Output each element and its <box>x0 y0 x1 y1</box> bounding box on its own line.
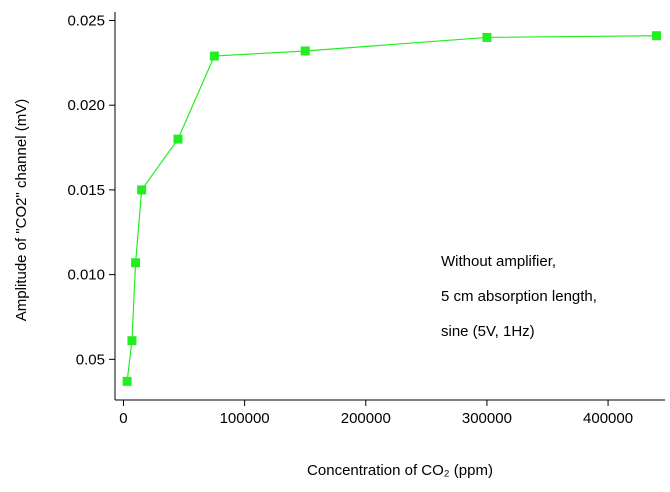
annotation: 5 cm absorption length, <box>441 288 597 305</box>
y-tick-label: 0.05 <box>76 351 105 368</box>
y-tick-label: 0.020 <box>67 97 105 114</box>
x-axis-label: Concentration of CO₂ (ppm) <box>307 462 493 479</box>
data-point <box>652 31 662 41</box>
x-tick-label: 0 <box>119 410 127 427</box>
data-point <box>482 32 492 42</box>
x-tick-label: 200000 <box>341 410 391 427</box>
data-point <box>137 185 147 195</box>
data-point <box>209 51 219 61</box>
series-line <box>126 35 657 382</box>
data-point <box>131 258 141 268</box>
x-tick-label: 100000 <box>220 410 270 427</box>
data-point <box>122 376 132 386</box>
data-point <box>173 134 183 144</box>
data-point <box>300 46 310 56</box>
data-point <box>127 336 137 346</box>
y-tick-label: 0.015 <box>67 182 105 199</box>
x-tick-label: 300000 <box>462 410 512 427</box>
x-tick-label: 400000 <box>583 410 633 427</box>
y-tick-label: 0.010 <box>67 267 105 284</box>
annotation: Without amplifier, <box>441 253 556 270</box>
annotation: sine (5V, 1Hz) <box>441 323 535 340</box>
y-axis-label: Amplitude of "CO2" channel (mV) <box>13 99 30 321</box>
y-tick-label: 0.025 <box>67 12 105 29</box>
